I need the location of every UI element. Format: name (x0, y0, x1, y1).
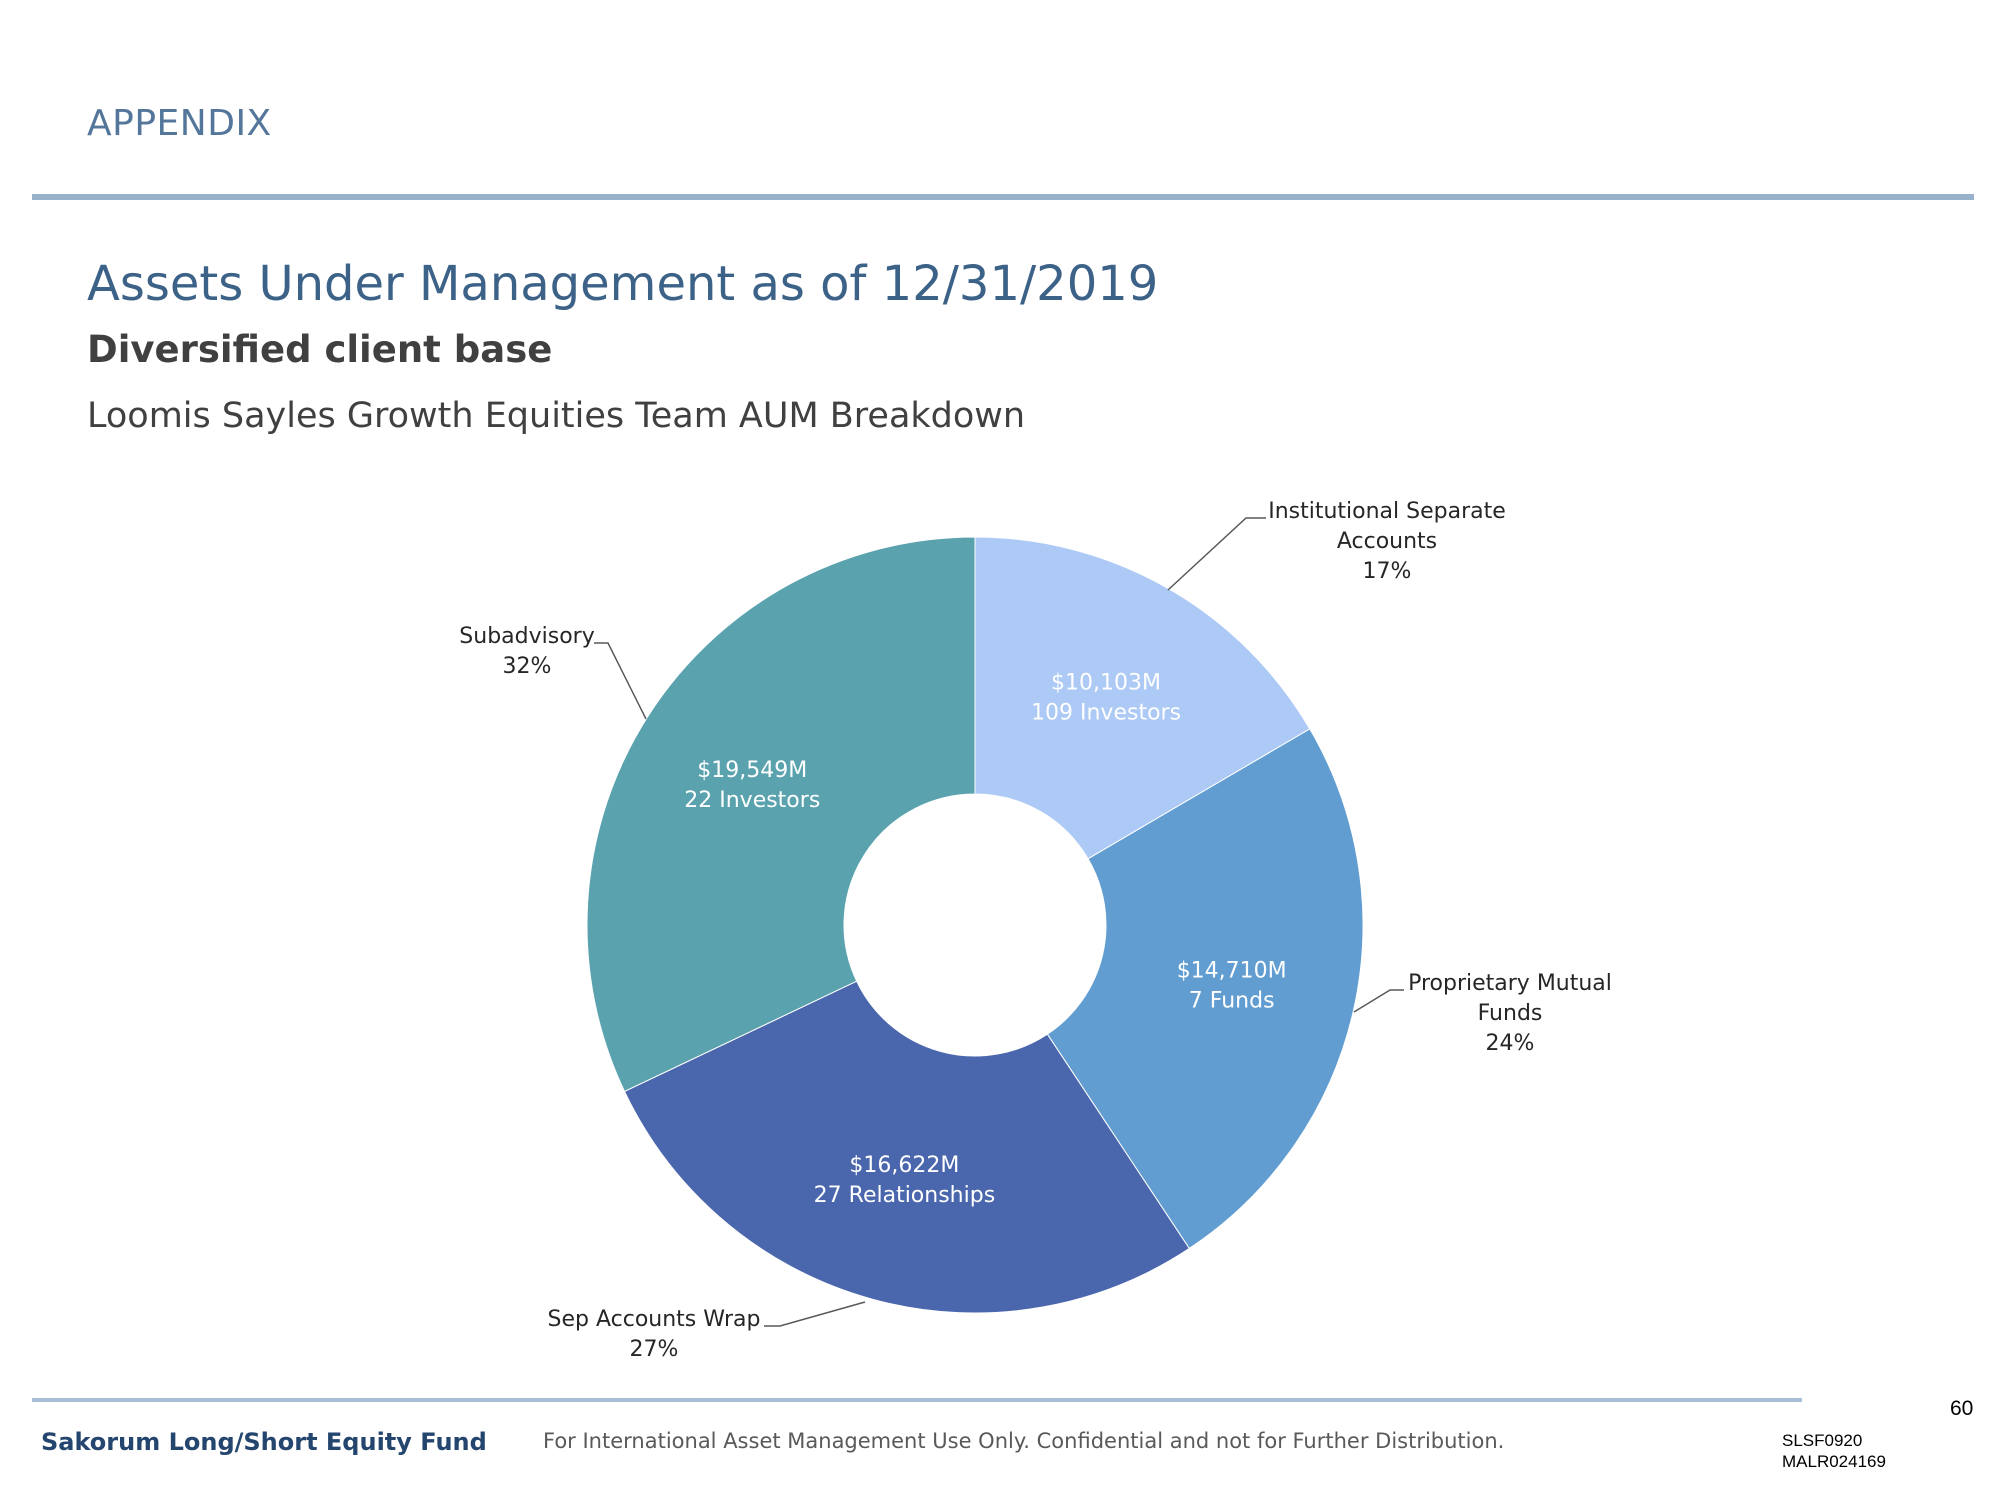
slice-value-label-subadvisory: $19,549M 22 Investors (684, 758, 820, 813)
confidentiality-disclaimer: For International Asset Management Use O… (543, 1429, 1505, 1453)
slice-sep-accounts-wrap (623, 980, 1190, 1314)
slice-category-label-sep-accounts-wrap: Sep Accounts Wrap 27% (548, 1307, 761, 1362)
slice-category-label-proprietary-mutual-funds: Proprietary Mutual Funds 24% (1408, 971, 1612, 1056)
header-divider (32, 194, 1974, 200)
page-title: Assets Under Management as of 12/31/2019 (87, 256, 1159, 312)
leader-line-proprietary-mutual-funds (1353, 989, 1404, 1013)
document-code: SLSF0920 (1782, 1431, 1863, 1450)
section-label: APPENDIX (87, 103, 272, 144)
slice-institutional-separate-accounts (974, 536, 1311, 860)
leader-line-sep-accounts-wrap (764, 1301, 866, 1327)
document-reference: MALR024169 (1782, 1452, 1886, 1471)
slice-category-label-subadvisory: Subadvisory 32% (459, 624, 594, 679)
slice-value-label-proprietary-mutual-funds: $14,710M 7 Funds (1177, 959, 1287, 1014)
leader-line-institutional-separate-accounts (1167, 517, 1266, 591)
slice-proprietary-mutual-funds (1046, 728, 1364, 1250)
page-number: 60 (1950, 1397, 1974, 1420)
leader-line-subadvisory (594, 642, 647, 720)
footer-divider (32, 1398, 1802, 1402)
slice-subadvisory (586, 536, 976, 1093)
chart-title: Loomis Sayles Growth Equities Team AUM B… (87, 396, 1026, 436)
fund-name: Sakorum Long/Short Equity Fund (41, 1428, 487, 1456)
slice-value-label-institutional-separate-accounts: $10,103M 109 Investors (1031, 670, 1181, 725)
slice-value-label-sep-accounts-wrap: $16,622M 27 Relationships (814, 1153, 996, 1208)
page-subtitle: Diversified client base (87, 328, 553, 371)
slice-category-label-institutional-separate-accounts: Institutional Separate Accounts 17% (1268, 499, 1506, 584)
